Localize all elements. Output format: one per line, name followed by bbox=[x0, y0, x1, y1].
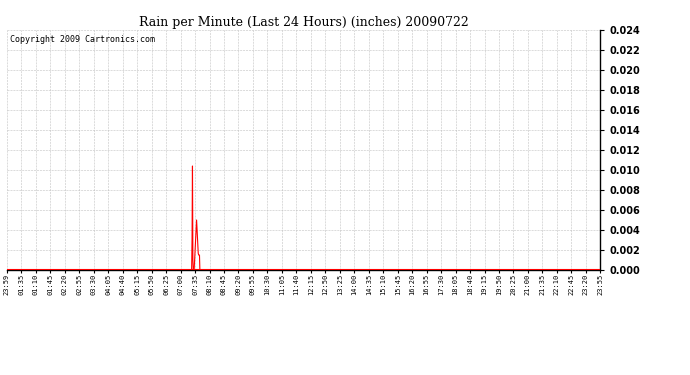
Text: Copyright 2009 Cartronics.com: Copyright 2009 Cartronics.com bbox=[10, 35, 155, 44]
Title: Rain per Minute (Last 24 Hours) (inches) 20090722: Rain per Minute (Last 24 Hours) (inches)… bbox=[139, 16, 469, 29]
